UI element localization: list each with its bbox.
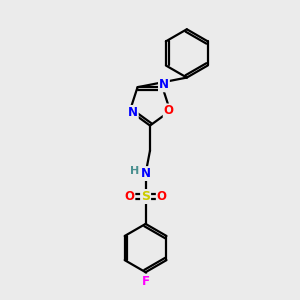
- Text: F: F: [142, 274, 150, 287]
- Text: S: S: [141, 190, 150, 203]
- Text: N: N: [141, 167, 151, 180]
- Text: N: N: [159, 78, 169, 92]
- Text: H: H: [130, 166, 139, 176]
- Text: O: O: [157, 190, 167, 203]
- Text: N: N: [128, 106, 138, 119]
- Text: O: O: [124, 190, 134, 203]
- Text: O: O: [164, 104, 174, 117]
